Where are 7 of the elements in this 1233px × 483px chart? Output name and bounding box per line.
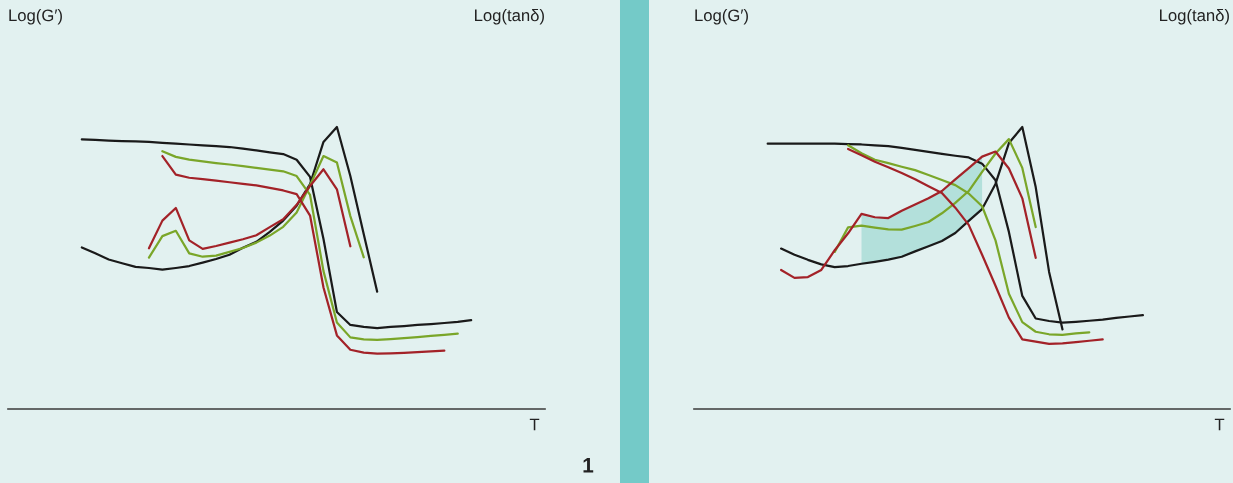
y-axis-title: Log(G′): [695, 9, 748, 25]
x-axis-title: T: [1214, 418, 1225, 431]
text: 1: [583, 458, 594, 473]
y2-axis-title: Log(tanδ): [1160, 9, 1229, 25]
y-axis-title: Log(G′): [9, 9, 62, 25]
y2-axis-title: Log(tanδ): [475, 9, 544, 25]
x-axis-title: T: [529, 418, 540, 431]
